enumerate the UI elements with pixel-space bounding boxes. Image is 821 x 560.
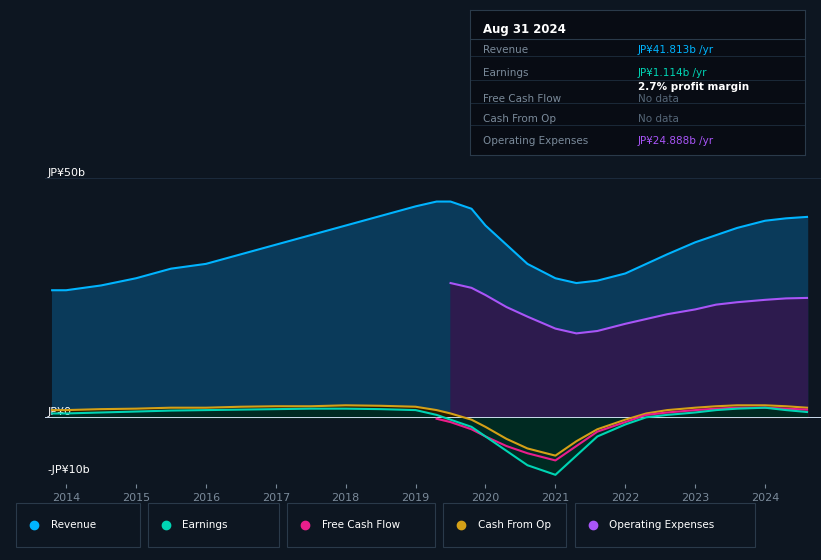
Text: No data: No data <box>637 94 678 104</box>
Text: Operating Expenses: Operating Expenses <box>484 136 589 146</box>
Text: Free Cash Flow: Free Cash Flow <box>484 94 562 104</box>
Text: Revenue: Revenue <box>51 520 96 530</box>
Text: JP¥0: JP¥0 <box>48 407 71 417</box>
Text: Cash From Op: Cash From Op <box>478 520 551 530</box>
Text: JP¥1.114b /yr: JP¥1.114b /yr <box>637 68 707 78</box>
Text: Free Cash Flow: Free Cash Flow <box>322 520 400 530</box>
Text: JP¥50b: JP¥50b <box>48 167 85 178</box>
Text: Revenue: Revenue <box>484 45 529 55</box>
Text: Aug 31 2024: Aug 31 2024 <box>484 23 566 36</box>
Text: Earnings: Earnings <box>182 520 227 530</box>
Text: Operating Expenses: Operating Expenses <box>609 520 714 530</box>
Text: JP¥24.888b /yr: JP¥24.888b /yr <box>637 136 713 146</box>
Text: No data: No data <box>637 114 678 124</box>
Text: 2.7% profit margin: 2.7% profit margin <box>637 82 749 92</box>
Text: JP¥41.813b /yr: JP¥41.813b /yr <box>637 45 713 55</box>
Text: -JP¥10b: -JP¥10b <box>48 465 90 475</box>
Text: Earnings: Earnings <box>484 68 529 78</box>
Text: Cash From Op: Cash From Op <box>484 114 557 124</box>
